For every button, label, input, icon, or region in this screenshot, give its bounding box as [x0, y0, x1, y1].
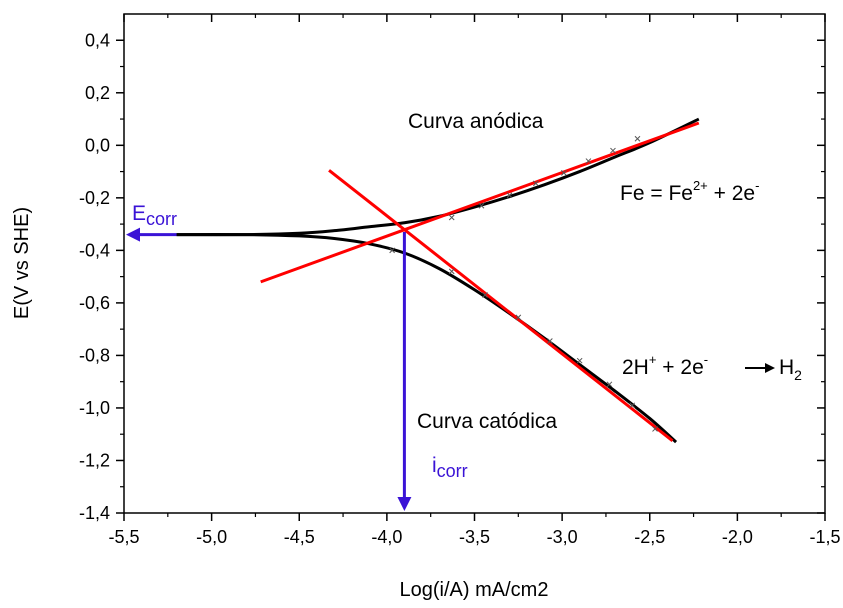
data-point [585, 158, 592, 164]
data-point [652, 426, 658, 432]
ecorr-label: Ecorr [132, 202, 177, 229]
x-tick-label: -2,0 [722, 527, 753, 547]
x-tick-label: -3,0 [547, 527, 578, 547]
ecorr-arrow-head [126, 227, 140, 242]
data-point [448, 268, 455, 275]
data-point [561, 170, 567, 176]
plot-frame [123, 13, 826, 514]
series-layer [176, 117, 700, 444]
y-tick-label: -0,4 [79, 240, 110, 260]
data-point [606, 381, 613, 388]
cathodic-tafel-line [328, 169, 674, 442]
data-point [515, 314, 522, 321]
data-point [629, 402, 636, 409]
y-tick-label: 0,0 [85, 135, 110, 155]
data-point [506, 192, 513, 199]
y-tick-label: -0,2 [79, 188, 110, 208]
y-tick-label: 0,2 [85, 83, 110, 103]
x-tick-label: -5,0 [196, 527, 227, 547]
anodic-tafel-line [260, 121, 700, 284]
cathodic-curve-label: Curva catódica [417, 410, 557, 433]
cathodic-curve [176, 233, 678, 444]
data-point [478, 202, 485, 209]
data-point [532, 180, 539, 187]
y-tick-label: -0,8 [79, 345, 110, 365]
anodic-reaction: Fe = Fe2+ + 2e- [620, 178, 759, 205]
data-point [389, 247, 395, 254]
axis-ticks: -5,5 -5,0 -4,5 -4,0 -3,5 -3,0 -2,5 -2,0 -1,5 0,4 0… [79, 14, 841, 547]
x-tick-label: -2,5 [634, 527, 665, 547]
reaction-arrow-head [765, 363, 775, 373]
x-axis-title: Log(i/A) mA/cm2 [400, 579, 549, 601]
x-tick-label: -3,5 [459, 527, 490, 547]
y-tick-label: -1,2 [79, 450, 110, 470]
data-point [448, 214, 455, 221]
y-axis-title: E(V vs SHE) [11, 207, 33, 319]
y-tick-label: 0,4 [85, 30, 110, 50]
x-tick-label: -1,5 [809, 527, 840, 547]
data-point [634, 135, 641, 142]
corrosion-markers [126, 227, 412, 511]
y-tick-label: -1,0 [79, 398, 110, 418]
cathodic-reaction-left: 2H+ + 2e- [622, 352, 708, 379]
x-tick-label: -4,0 [371, 527, 402, 547]
data-point [482, 292, 488, 298]
icorr-label: icorr [432, 454, 468, 481]
anodic-curve-label: Curva anódica [408, 110, 544, 133]
data-point [547, 338, 553, 344]
icorr-arrow-head [397, 497, 412, 511]
cathodic-reaction-product: H2 [779, 356, 802, 383]
x-tick-label: -4,5 [284, 527, 315, 547]
x-tick-label: -5,5 [108, 527, 139, 547]
data-point [610, 147, 616, 154]
data-point [576, 357, 583, 364]
y-tick-label: -0,6 [79, 293, 110, 313]
y-tick-label: -1,4 [79, 503, 110, 523]
